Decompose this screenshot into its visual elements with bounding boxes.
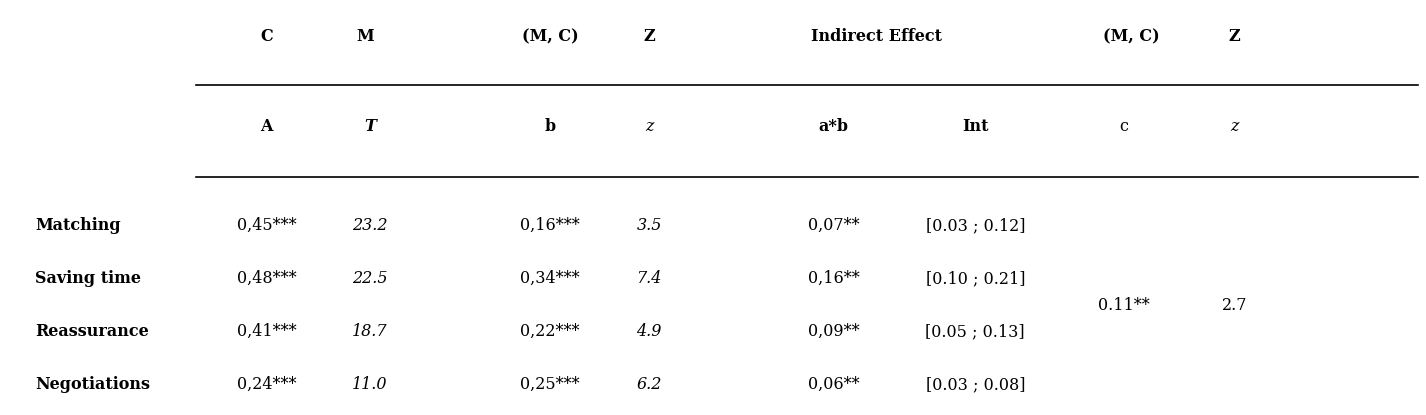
Text: 6.2: 6.2	[636, 376, 662, 393]
Text: 22.5: 22.5	[352, 270, 388, 287]
Text: 0,45***: 0,45***	[237, 217, 297, 234]
Text: Negotiations: Negotiations	[36, 376, 150, 393]
Text: 4.9: 4.9	[636, 323, 662, 340]
Text: [0.03 ; 0.12]: [0.03 ; 0.12]	[925, 217, 1025, 234]
Text: 0,16***: 0,16***	[520, 217, 580, 234]
Text: 3.5: 3.5	[636, 217, 662, 234]
Text: 11.0: 11.0	[352, 376, 388, 393]
Text: Z: Z	[1229, 28, 1241, 45]
Text: 0,41***: 0,41***	[237, 323, 297, 340]
Text: (M, C): (M, C)	[1102, 28, 1159, 45]
Text: 0,25***: 0,25***	[520, 376, 580, 393]
Text: 0,07**: 0,07**	[807, 217, 860, 234]
Text: 0,24***: 0,24***	[237, 376, 297, 393]
Text: 0,22***: 0,22***	[520, 323, 580, 340]
Text: b: b	[545, 118, 556, 134]
Text: (M, C): (M, C)	[522, 28, 579, 45]
Text: Indirect Effect: Indirect Effect	[810, 28, 941, 45]
Text: Z: Z	[643, 28, 655, 45]
Text: 0,09**: 0,09**	[807, 323, 860, 340]
Text: [0.03 ; 0.08]: [0.03 ; 0.08]	[925, 376, 1025, 393]
Text: 0,34***: 0,34***	[520, 270, 580, 287]
Text: T: T	[364, 118, 376, 134]
Text: 23.2: 23.2	[352, 217, 388, 234]
Text: c: c	[1119, 118, 1128, 134]
Text: Matching: Matching	[36, 217, 121, 234]
Text: C: C	[260, 28, 272, 45]
Text: z: z	[1231, 118, 1239, 134]
Text: 0.11**: 0.11**	[1098, 297, 1149, 314]
Text: Int: Int	[963, 118, 988, 134]
Text: Saving time: Saving time	[36, 270, 141, 287]
Text: [0.05 ; 0.13]: [0.05 ; 0.13]	[925, 323, 1025, 340]
Text: 0,48***: 0,48***	[237, 270, 297, 287]
Text: 18.7: 18.7	[352, 323, 388, 340]
Text: 0,16**: 0,16**	[807, 270, 860, 287]
Text: Reassurance: Reassurance	[36, 323, 150, 340]
Text: A: A	[260, 118, 272, 134]
Text: z: z	[645, 118, 653, 134]
Text: 7.4: 7.4	[636, 270, 662, 287]
Text: 2.7: 2.7	[1222, 297, 1248, 314]
Text: a*b: a*b	[819, 118, 848, 134]
Text: 0,06**: 0,06**	[807, 376, 860, 393]
Text: [0.10 ; 0.21]: [0.10 ; 0.21]	[925, 270, 1025, 287]
Text: M: M	[356, 28, 375, 45]
